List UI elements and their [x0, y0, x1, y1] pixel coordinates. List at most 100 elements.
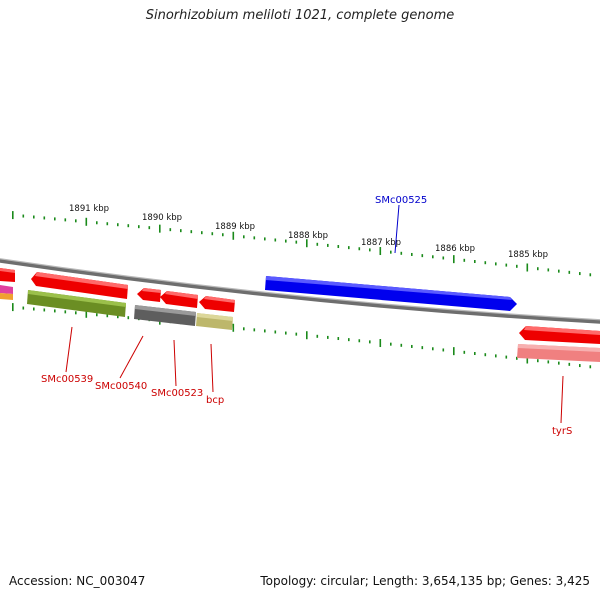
gc-tick	[558, 361, 560, 365]
gc-tick	[75, 219, 77, 223]
gc-tick	[568, 270, 571, 274]
gc-tick	[558, 269, 560, 273]
gc-tick	[243, 235, 245, 239]
gc-tick	[295, 332, 298, 336]
gc-tick	[463, 350, 466, 354]
gc-tick	[159, 224, 161, 233]
gc-tick	[505, 355, 508, 359]
gc-tick	[316, 242, 319, 246]
gc-tick	[474, 352, 476, 356]
gc-tick	[432, 347, 434, 351]
tick-label: 1891 kbp	[69, 204, 109, 214]
gc-tick	[463, 258, 466, 262]
gc-tick	[369, 248, 371, 252]
gene-label-tyrs: tyrS	[552, 426, 572, 437]
gc-tick	[516, 356, 518, 360]
gene-tyrs[interactable]	[519, 326, 600, 344]
gc-tick	[169, 228, 172, 232]
gc-tick	[495, 262, 497, 266]
gc-tick	[106, 314, 109, 318]
gc-tick	[285, 239, 287, 243]
gc-tick	[568, 362, 571, 366]
gc-tick	[22, 306, 25, 310]
cog-bcp	[196, 313, 233, 330]
gc-tick	[148, 226, 151, 230]
gene-left-edge[interactable]	[0, 268, 15, 282]
gc-tick	[379, 339, 382, 348]
gc-tick	[379, 247, 382, 256]
gc-tick	[421, 254, 424, 258]
tick-label: 1888 kbp	[288, 231, 328, 241]
gc-track-lower	[12, 303, 592, 369]
gc-tick	[505, 263, 508, 267]
gc-tick	[327, 243, 329, 247]
gc-tick	[526, 263, 529, 272]
gc-tick	[33, 215, 35, 219]
gc-tick	[232, 323, 235, 332]
tick-label: 1889 kbp	[215, 222, 255, 232]
gc-tick	[390, 342, 392, 346]
gc-tick	[579, 364, 581, 368]
gc-tick	[484, 353, 487, 357]
gc-tick	[400, 343, 403, 347]
gc-tick	[96, 221, 98, 225]
gc-tick	[442, 348, 445, 352]
genome-backbone	[0, 258, 600, 324]
gc-tick	[117, 315, 119, 319]
gc-tick	[348, 338, 350, 342]
gc-tick	[295, 240, 298, 244]
gc-tick	[453, 347, 455, 356]
gc-tick	[232, 231, 235, 240]
gc-tick	[537, 267, 539, 271]
gc-tick	[516, 264, 518, 268]
gc-tick	[484, 261, 487, 265]
cog-tyrs	[517, 344, 600, 362]
tick-label: 1886 kbp	[435, 244, 475, 254]
gene-label-smc00539: SMc00539	[41, 374, 93, 385]
gc-tick	[117, 223, 119, 227]
gc-tick	[274, 330, 277, 334]
gene-smc00523[interactable]	[160, 291, 198, 308]
tick-label: 1890 kbp	[142, 213, 182, 223]
gc-tick	[190, 230, 193, 234]
gc-tick	[400, 251, 403, 255]
gene-smc00540[interactable]	[137, 288, 161, 302]
gc-tick	[64, 218, 67, 222]
tick-labels: 1891 kbp 1890 kbp 1889 kbp 1888 kbp 1887…	[69, 204, 548, 260]
gc-tick	[243, 327, 245, 331]
gc-tick	[127, 316, 130, 320]
gc-tick	[589, 273, 592, 277]
gc-tick	[369, 340, 371, 344]
gc-tick	[12, 303, 14, 312]
accession-text: Accession: NC_003047	[9, 574, 146, 588]
gc-tick	[358, 247, 361, 251]
gc-tick	[54, 217, 56, 221]
gc-tick	[358, 339, 361, 343]
gc-tick	[306, 239, 308, 248]
gene-labels: SMc00525 SMc00539 SMc00540 SMc00523 bcp …	[41, 195, 572, 437]
gc-tick	[316, 334, 319, 338]
gc-tick	[411, 252, 413, 256]
gene-label-bcp: bcp	[206, 395, 224, 406]
gc-tick	[537, 359, 539, 363]
gc-tick	[43, 216, 46, 220]
gc-tick	[264, 329, 266, 333]
gc-tick	[138, 225, 140, 229]
gc-tick	[432, 255, 434, 259]
gc-tick	[285, 331, 287, 335]
gene-smc00539[interactable]	[31, 272, 128, 299]
gc-tick	[547, 268, 550, 272]
gc-tick	[337, 337, 340, 341]
gc-tick	[64, 310, 67, 314]
gene-bcp[interactable]	[199, 296, 235, 312]
genome-summary-text: Topology: circular; Length: 3,654,135 bp…	[260, 574, 590, 588]
gc-tick	[306, 331, 308, 340]
gc-tick	[495, 354, 497, 358]
gc-tick	[327, 335, 329, 339]
gc-tick	[96, 313, 98, 317]
gc-tick	[127, 224, 130, 228]
gc-tick	[85, 217, 88, 226]
leader-lines	[65, 204, 564, 424]
gene-smc00525[interactable]	[265, 276, 517, 311]
gc-tick	[589, 365, 592, 369]
